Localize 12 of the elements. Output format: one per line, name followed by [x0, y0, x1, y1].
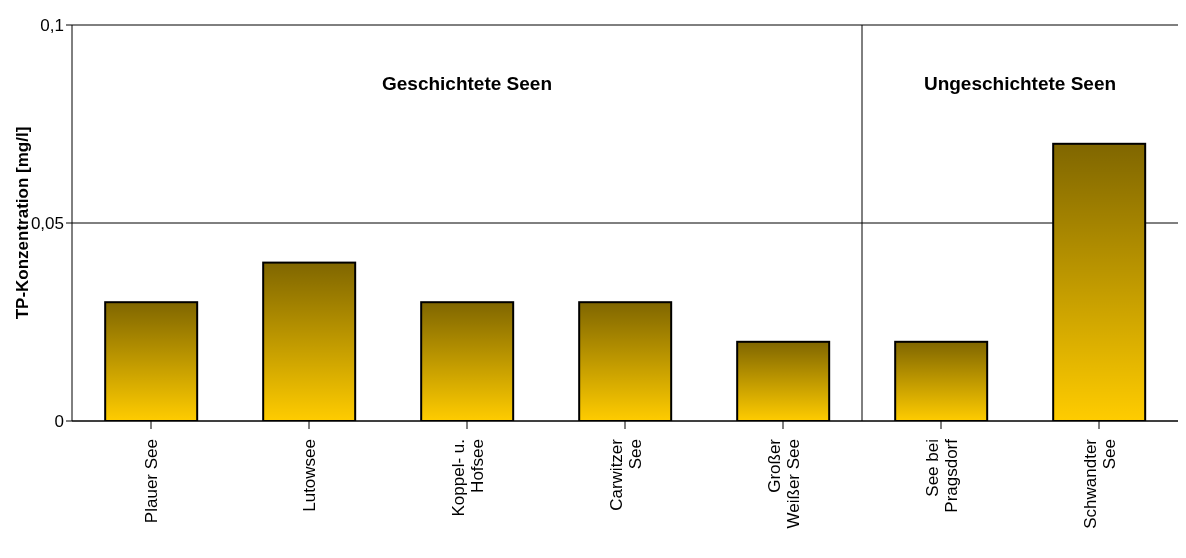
x-tick-label: Carwitzer See	[606, 438, 645, 511]
y-tick-label: 0,1	[40, 16, 64, 36]
x-tick-label: Schwandter See	[1080, 438, 1119, 529]
x-tick-label: Großer Weißer See	[764, 438, 803, 529]
x-tick-label: See bei Pragsdorf	[922, 438, 961, 513]
x-tick-label: Koppel- u. Hofsee	[448, 439, 487, 517]
y-tick-label: 0	[54, 412, 64, 432]
annotation: Ungeschichtete Seen	[923, 73, 1117, 95]
annotation: Geschichtete Seen	[381, 73, 553, 95]
y-tick-label: 0,05	[30, 214, 64, 234]
x-tick-label: Lutowsee	[300, 439, 319, 512]
x-tick-label: Plauer See	[142, 439, 161, 524]
